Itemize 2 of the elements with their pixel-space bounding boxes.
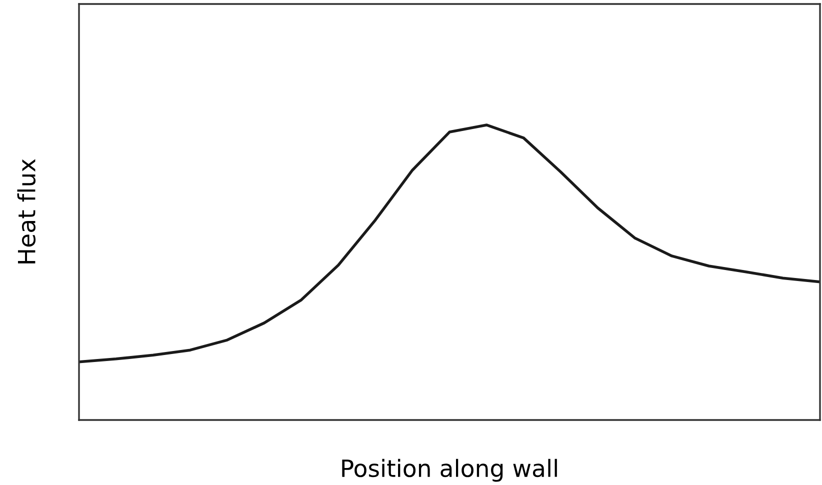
y-axis-title: Heat flux [17,159,36,264]
x-axis-title: Position along wall [342,458,557,482]
